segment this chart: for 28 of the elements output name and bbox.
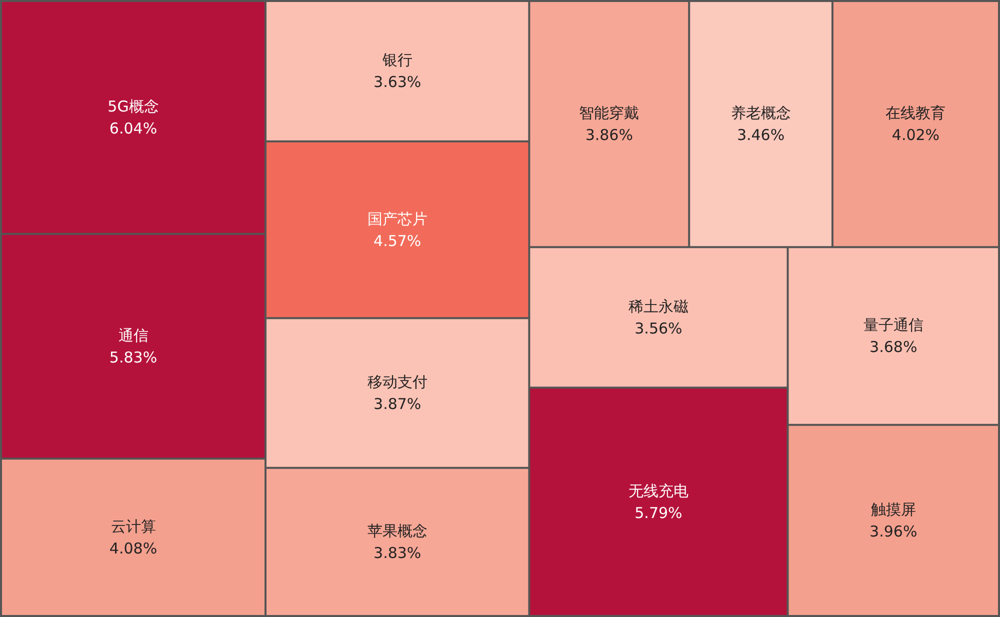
category-label: 智能穿戴 — [579, 104, 640, 122]
data-label: 4.57% — [374, 232, 422, 250]
data-label: 5.79% — [634, 504, 682, 522]
data-label: 3.96% — [870, 522, 918, 540]
category-label: 稀土永磁 — [628, 297, 688, 316]
data-label: 3.86% — [585, 126, 633, 144]
category-label: 无线充电 — [628, 482, 688, 500]
category-label: 国产芯片 — [367, 210, 428, 228]
data-label: 3.56% — [634, 319, 682, 338]
data-label: 3.87% — [374, 395, 422, 414]
category-label: 通信 — [118, 326, 148, 344]
category-label: 触摸屏 — [870, 500, 916, 518]
data-label: 3.68% — [870, 338, 918, 356]
data-label: 6.04% — [109, 119, 158, 138]
category-label: 苹果概念 — [367, 522, 428, 540]
data-label: 3.83% — [374, 544, 422, 562]
category-label: 5G概念 — [108, 97, 159, 116]
category-label: 养老概念 — [730, 104, 791, 122]
data-label: 5.83% — [109, 348, 158, 366]
data-label: 3.63% — [374, 73, 422, 92]
category-label: 云计算 — [110, 517, 156, 536]
category-label: 量子通信 — [863, 316, 924, 334]
data-label: 3.46% — [736, 126, 785, 144]
data-label: 4.08% — [109, 539, 158, 558]
category-label: 银行 — [381, 51, 412, 70]
data-label: 4.02% — [892, 126, 940, 144]
category-label: 移动支付 — [367, 373, 428, 392]
category-label: 在线教育 — [886, 104, 946, 122]
